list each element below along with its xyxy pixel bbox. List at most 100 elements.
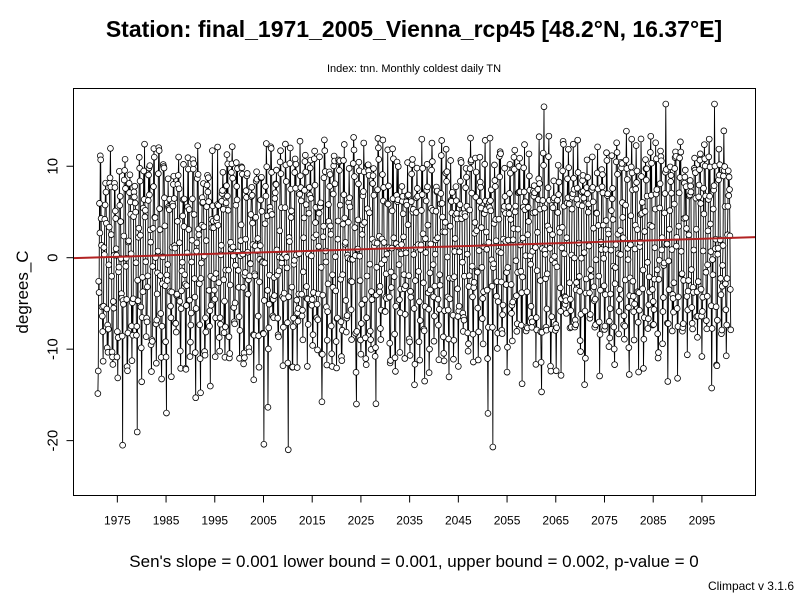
data-point — [204, 174, 212, 182]
data-point — [172, 328, 180, 336]
data-point — [153, 290, 161, 298]
data-point — [403, 201, 411, 209]
data-point — [240, 360, 247, 368]
data-point — [94, 390, 102, 397]
data-point — [584, 174, 592, 181]
data-point — [703, 292, 711, 300]
data-point — [223, 151, 231, 158]
data-point — [469, 293, 476, 301]
data-point — [304, 363, 311, 370]
data-point — [504, 343, 511, 351]
data-point — [435, 356, 443, 364]
data-point — [402, 249, 410, 257]
data-point — [215, 202, 222, 209]
data-point — [196, 355, 204, 362]
data-point — [578, 254, 585, 262]
data-point — [505, 210, 513, 217]
data-point — [448, 189, 456, 196]
data-point — [600, 255, 607, 262]
data-point — [695, 181, 703, 189]
data-point — [539, 149, 547, 157]
data-point — [148, 368, 155, 375]
data-point — [659, 308, 667, 315]
data-point — [722, 352, 730, 360]
data-point — [368, 288, 375, 295]
data-point — [251, 272, 259, 280]
data-point — [187, 321, 195, 329]
data-point — [351, 173, 358, 180]
data-point — [96, 229, 104, 237]
data-point — [422, 235, 429, 243]
data-point — [366, 327, 374, 335]
data-point — [291, 169, 299, 176]
data-point — [346, 194, 353, 202]
data-point — [481, 160, 489, 168]
data-point — [418, 135, 426, 143]
data-point — [442, 145, 450, 153]
data-point — [128, 357, 136, 364]
data-point — [136, 177, 144, 185]
data-point — [157, 310, 165, 317]
data-point — [149, 225, 157, 232]
data-point — [182, 366, 190, 373]
data-point — [491, 183, 499, 190]
data-point — [360, 188, 367, 195]
data-point — [316, 153, 323, 161]
data-point — [606, 318, 613, 325]
data-point — [334, 235, 342, 243]
data-point — [112, 207, 119, 215]
data-point — [609, 216, 617, 223]
data-point — [330, 190, 337, 198]
data-point — [457, 178, 464, 185]
data-point — [555, 191, 562, 198]
data-point — [656, 204, 663, 212]
data-point — [206, 322, 213, 330]
data-point — [181, 195, 188, 203]
data-point — [139, 288, 147, 296]
data-point — [625, 344, 633, 351]
data-point — [620, 312, 628, 320]
data-point — [524, 231, 532, 239]
data-point — [694, 334, 701, 341]
data-point — [355, 158, 363, 166]
data-point — [513, 292, 520, 300]
data-point — [151, 214, 159, 221]
data-point — [297, 197, 305, 205]
data-point — [714, 245, 722, 252]
data-point — [554, 161, 562, 169]
data-point — [474, 304, 482, 312]
data-point — [717, 291, 725, 298]
data-point — [553, 263, 561, 271]
data-point — [326, 171, 334, 178]
data-point — [189, 165, 197, 173]
data-point — [416, 298, 423, 306]
data-point — [103, 305, 111, 313]
data-point — [498, 330, 506, 337]
data-point — [386, 339, 394, 347]
data-point — [300, 214, 308, 222]
data-point — [658, 157, 665, 165]
data-point — [531, 209, 539, 216]
data-point — [158, 322, 166, 330]
data-point — [520, 164, 527, 172]
data-point — [475, 247, 483, 254]
data-point — [655, 256, 663, 264]
data-point — [407, 293, 415, 301]
x-tick-label: 2085 — [640, 514, 667, 528]
data-point — [232, 201, 240, 209]
data-point — [630, 308, 638, 315]
data-point — [546, 226, 553, 234]
data-point — [395, 261, 403, 268]
data-point — [261, 259, 269, 267]
data-point — [327, 322, 335, 330]
data-point — [126, 171, 134, 179]
data-point — [242, 187, 250, 195]
data-point — [598, 183, 606, 191]
data-point — [446, 295, 454, 303]
data-point — [372, 400, 380, 408]
data-point — [608, 195, 616, 203]
data-point — [456, 201, 464, 208]
data-point — [407, 198, 415, 205]
data-point — [609, 185, 616, 192]
data-point — [347, 306, 355, 313]
